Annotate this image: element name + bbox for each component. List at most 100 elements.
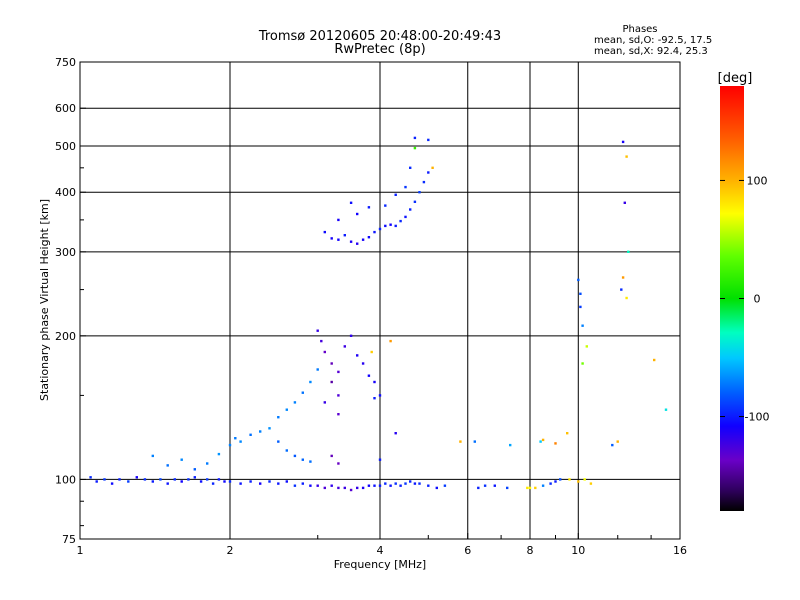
data-point	[394, 193, 397, 196]
plot-area: 1 2 4 6 8 10 16 75 100 200 300 400 500 600 750	[55, 56, 687, 557]
data-point	[349, 488, 353, 492]
data-point	[427, 484, 430, 487]
data-point	[316, 368, 319, 371]
data-point	[378, 227, 382, 231]
data-point	[180, 458, 183, 461]
colorbar-tick-label: 100	[747, 174, 768, 187]
data-point	[579, 292, 582, 295]
data-point	[370, 350, 373, 354]
data-point	[323, 350, 326, 354]
data-point	[413, 136, 417, 140]
data-point	[259, 482, 262, 485]
data-point	[384, 482, 387, 485]
data-point	[627, 250, 630, 253]
data-point	[166, 482, 169, 485]
data-point	[268, 480, 271, 483]
data-point	[349, 334, 353, 337]
data-point	[378, 458, 382, 461]
data-point	[337, 394, 340, 397]
x-tick-label: 16	[673, 544, 687, 557]
data-point	[621, 140, 625, 144]
data-point	[309, 380, 312, 384]
data-point	[151, 480, 154, 483]
y-tick-labels: 75 100 200 300 400 500 600 750	[55, 56, 76, 546]
data-point	[356, 242, 359, 245]
data-point	[135, 476, 138, 479]
data-point	[277, 440, 280, 443]
data-point	[173, 478, 176, 481]
data-point	[309, 460, 312, 463]
data-point	[367, 206, 371, 209]
data-point	[473, 440, 476, 443]
data-point	[103, 478, 106, 481]
data-point	[323, 230, 326, 234]
data-point	[330, 362, 333, 365]
data-point	[293, 484, 297, 487]
data-point	[404, 215, 407, 219]
data-point	[337, 486, 340, 490]
data-point	[343, 345, 346, 348]
x-tick-label: 10	[571, 544, 585, 557]
data-point	[316, 329, 319, 332]
data-point	[427, 171, 430, 174]
y-tick-label: 75	[62, 533, 76, 546]
data-point	[477, 486, 480, 490]
data-point	[394, 432, 397, 435]
data-point	[616, 440, 619, 443]
data-point	[330, 484, 333, 487]
data-point	[301, 391, 304, 394]
data-point	[193, 476, 196, 479]
data-point	[239, 482, 242, 485]
data-point	[320, 339, 323, 343]
phases-x-stats: mean, sd,X: 92.4, 25.3	[594, 46, 708, 57]
data-point	[180, 480, 183, 483]
colorbar-tick-label: 0	[754, 293, 761, 306]
y-axis-label: Stationary phase Virtual Height [km]	[38, 199, 51, 401]
data-point	[443, 484, 447, 487]
data-point	[166, 464, 169, 467]
data-point	[506, 486, 509, 490]
data-point	[526, 486, 529, 490]
data-point	[151, 454, 154, 458]
data-point	[199, 480, 203, 483]
data-point	[399, 484, 402, 487]
grid-lines	[79, 61, 681, 540]
data-point	[110, 482, 114, 485]
data-point	[89, 476, 92, 479]
data-point	[206, 478, 209, 481]
data-point	[349, 201, 353, 204]
data-point	[384, 224, 387, 228]
data-point	[409, 208, 412, 211]
data-point	[581, 324, 584, 327]
y-tick-label: 300	[55, 246, 76, 259]
data-point	[384, 204, 387, 207]
data-point	[228, 443, 232, 447]
data-point	[539, 440, 542, 443]
data-point	[554, 442, 557, 445]
data-point	[301, 458, 304, 461]
data-point	[528, 486, 532, 490]
data-point	[330, 237, 333, 240]
data-point	[316, 484, 319, 487]
data-point	[259, 430, 262, 433]
data-point	[568, 478, 571, 481]
data-point	[541, 438, 545, 442]
data-point	[373, 380, 376, 384]
data-point	[664, 408, 668, 411]
data-point	[234, 437, 237, 440]
data-point	[611, 443, 614, 447]
data-point	[549, 482, 552, 485]
data-point	[554, 480, 557, 483]
data-point	[285, 408, 288, 411]
colorbar-tick-label: -100	[745, 411, 770, 424]
data-point	[394, 482, 397, 485]
y-tick-label: 100	[55, 473, 76, 486]
data-point	[413, 200, 417, 203]
data-point	[361, 362, 365, 365]
y-tick-label: 750	[55, 56, 76, 69]
data-point	[249, 480, 252, 483]
data-point	[343, 486, 346, 490]
data-point	[459, 440, 462, 443]
data-point	[337, 218, 340, 222]
